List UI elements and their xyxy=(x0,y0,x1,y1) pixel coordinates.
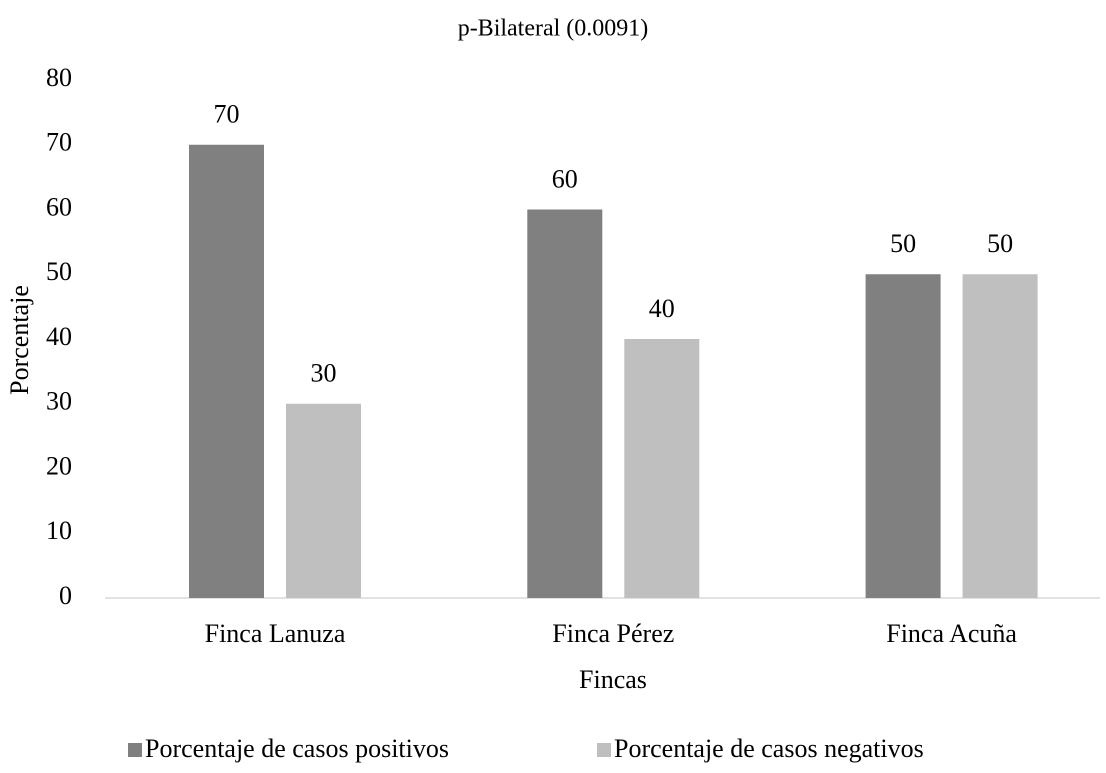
x-tick-label: Finca Lanuza xyxy=(205,619,346,648)
y-tick-label: 50 xyxy=(46,257,72,286)
value-label: 50 xyxy=(987,229,1013,258)
y-tick-label: 70 xyxy=(46,128,72,157)
y-tick-label: 60 xyxy=(46,192,72,221)
y-tick-label: 20 xyxy=(46,451,72,480)
bar xyxy=(865,274,941,598)
value-label: 60 xyxy=(552,164,578,193)
value-label: 30 xyxy=(311,359,337,388)
chart-title: p-Bilateral (0.0091) xyxy=(458,16,649,42)
bar xyxy=(624,339,700,598)
legend-swatch xyxy=(128,743,142,757)
x-tick-label: Finca Acuña xyxy=(886,619,1017,648)
y-tick-label: 10 xyxy=(46,516,72,545)
y-tick-label: 0 xyxy=(59,581,72,610)
bar xyxy=(286,403,361,598)
y-tick-label: 40 xyxy=(46,322,72,351)
y-tick-label: 80 xyxy=(46,63,72,92)
legend-swatch xyxy=(597,743,611,757)
value-label: 50 xyxy=(890,229,916,258)
legend-label: Porcentaje de casos negativos xyxy=(614,734,924,763)
value-label: 40 xyxy=(649,294,675,323)
y-axis-label: Porcentaje xyxy=(5,285,34,395)
legend-label: Porcentaje de casos positivos xyxy=(145,734,449,763)
value-label: 70 xyxy=(214,100,240,129)
y-tick-label: 30 xyxy=(46,387,72,416)
x-tick-label: Finca Pérez xyxy=(552,619,674,648)
x-axis-label: Fincas xyxy=(579,665,647,694)
bar xyxy=(527,209,603,598)
bar xyxy=(189,144,264,598)
bar xyxy=(962,274,1038,598)
